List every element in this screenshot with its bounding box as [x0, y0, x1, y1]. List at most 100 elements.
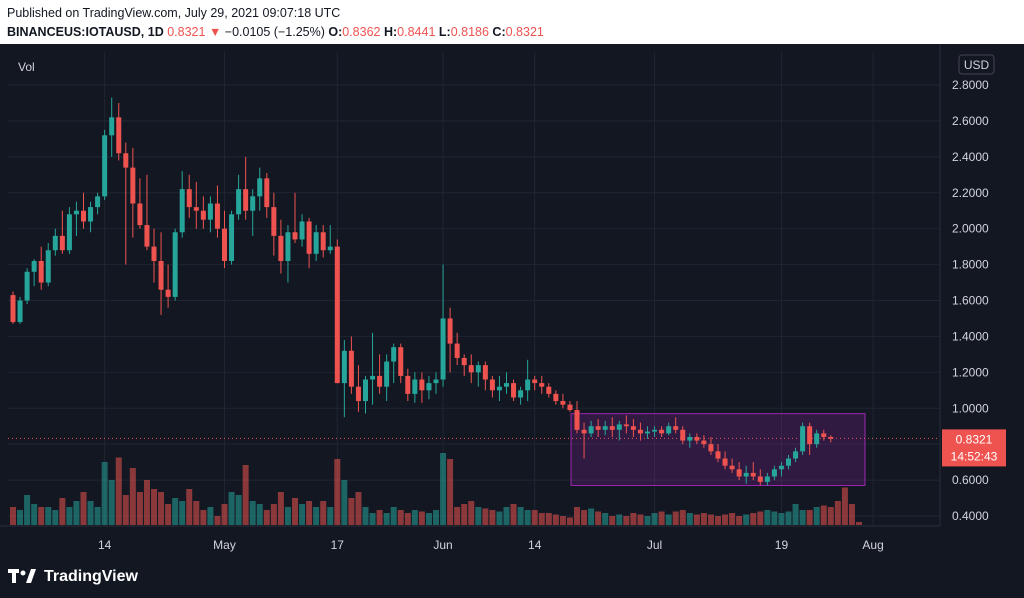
- candle-body: [574, 410, 580, 430]
- x-tick-label: 14: [98, 538, 112, 552]
- candle: [243, 156, 249, 220]
- candle-body: [652, 429, 658, 432]
- candle: [673, 417, 679, 434]
- candle: [95, 192, 101, 215]
- candle: [341, 340, 347, 418]
- candle-body: [292, 232, 298, 240]
- ohlc-line: BINANCEUS:IOTAUSD, 1D 0.8321 ▼ −0.0105 (…: [7, 25, 544, 39]
- volume-bar: [602, 513, 609, 525]
- candle: [151, 228, 157, 283]
- volume-bar: [277, 492, 284, 525]
- candle-body: [236, 189, 242, 215]
- candle-body: [285, 232, 291, 261]
- candle: [694, 433, 700, 445]
- candle-body: [581, 429, 587, 434]
- candle: [179, 171, 185, 238]
- candle-body: [771, 469, 777, 477]
- published-line: Published on TradingView.com, July 29, 2…: [7, 6, 341, 20]
- candle-body: [793, 451, 799, 459]
- y-tick-label: 2.8000: [952, 78, 989, 92]
- volume-bar: [151, 489, 157, 525]
- candle-body: [518, 390, 524, 398]
- candle: [102, 129, 108, 200]
- chart-area[interactable]: 2.8000 2.6000 2.4000 2.2000 2.0000 1.8000 1.60…: [0, 44, 1024, 560]
- candle-body: [222, 228, 227, 261]
- candle: [165, 264, 171, 308]
- volume-bar: [52, 510, 59, 525]
- volume-bar: [630, 513, 637, 525]
- candle-body: [708, 444, 714, 452]
- price-tag-value: 0.8321: [956, 432, 993, 446]
- candle-body: [370, 375, 376, 380]
- x-tick-label: Jul: [647, 538, 662, 552]
- candle-body: [447, 318, 453, 344]
- candle: [419, 372, 425, 403]
- volume-bar: [235, 495, 242, 525]
- volume-bar: [588, 508, 595, 525]
- volume-bar: [672, 511, 679, 525]
- candle-body: [532, 379, 538, 384]
- volume-bar: [475, 507, 482, 525]
- candle-body: [489, 379, 495, 391]
- candles: [10, 97, 834, 486]
- volume-bar: [623, 516, 630, 525]
- candle: [144, 174, 150, 251]
- candle-body: [440, 318, 446, 380]
- volume-bar: [320, 501, 327, 525]
- candle: [652, 426, 658, 437]
- candle: [496, 375, 502, 402]
- candle-body: [482, 365, 488, 380]
- candle-body: [757, 476, 763, 482]
- volume-bar: [172, 498, 179, 525]
- candle-body: [313, 232, 319, 254]
- candle-body: [165, 289, 171, 297]
- candle-body: [278, 235, 284, 261]
- candle-body: [680, 429, 686, 441]
- candle-body: [722, 458, 728, 466]
- volume-bar: [715, 516, 721, 525]
- candle: [278, 219, 284, 274]
- candle: [73, 201, 79, 236]
- candle: [475, 361, 481, 387]
- candle: [327, 225, 333, 254]
- candle-body: [391, 347, 397, 362]
- candle-body: [828, 436, 834, 439]
- candle-body: [214, 203, 220, 229]
- candle: [193, 181, 199, 229]
- candle: [482, 361, 488, 391]
- volume-bar: [743, 514, 750, 525]
- candle: [320, 225, 326, 258]
- candle-body: [412, 379, 418, 394]
- candle: [158, 232, 164, 315]
- y-tick-label: 2.4000: [952, 150, 989, 164]
- candlestick-chart[interactable]: 2.8000 2.6000 2.4000 2.2000 2.0000 1.8000 1.60…: [0, 44, 1024, 560]
- volume-bar: [45, 507, 52, 525]
- x-tick-label: Aug: [862, 538, 883, 552]
- candle-body: [800, 426, 806, 452]
- y-tick-label: 1.4000: [952, 329, 989, 343]
- candle: [630, 419, 636, 437]
- volume-bar: [454, 507, 461, 525]
- volume-bar: [270, 504, 277, 525]
- volume-bar: [200, 510, 207, 525]
- volume-bar: [284, 507, 291, 525]
- candle: [377, 354, 383, 394]
- tradingview-logo-text: TradingView: [44, 568, 138, 585]
- candle-body: [144, 225, 150, 247]
- volume-bar: [658, 511, 665, 525]
- candle: [553, 390, 559, 405]
- volume-bar: [383, 513, 390, 525]
- candle: [736, 462, 742, 481]
- volume-bar: [404, 513, 411, 525]
- volume-bar: [158, 492, 165, 525]
- tradingview-logo[interactable]: TradingView: [8, 568, 138, 586]
- candle: [229, 210, 235, 265]
- volume-bar: [764, 510, 771, 525]
- volume-bar: [355, 492, 362, 525]
- currency-badge[interactable]: USD: [958, 54, 995, 75]
- candle-body: [130, 167, 136, 204]
- candle: [637, 422, 643, 441]
- candle: [454, 332, 460, 366]
- candle: [581, 422, 587, 459]
- candle-body: [102, 135, 108, 197]
